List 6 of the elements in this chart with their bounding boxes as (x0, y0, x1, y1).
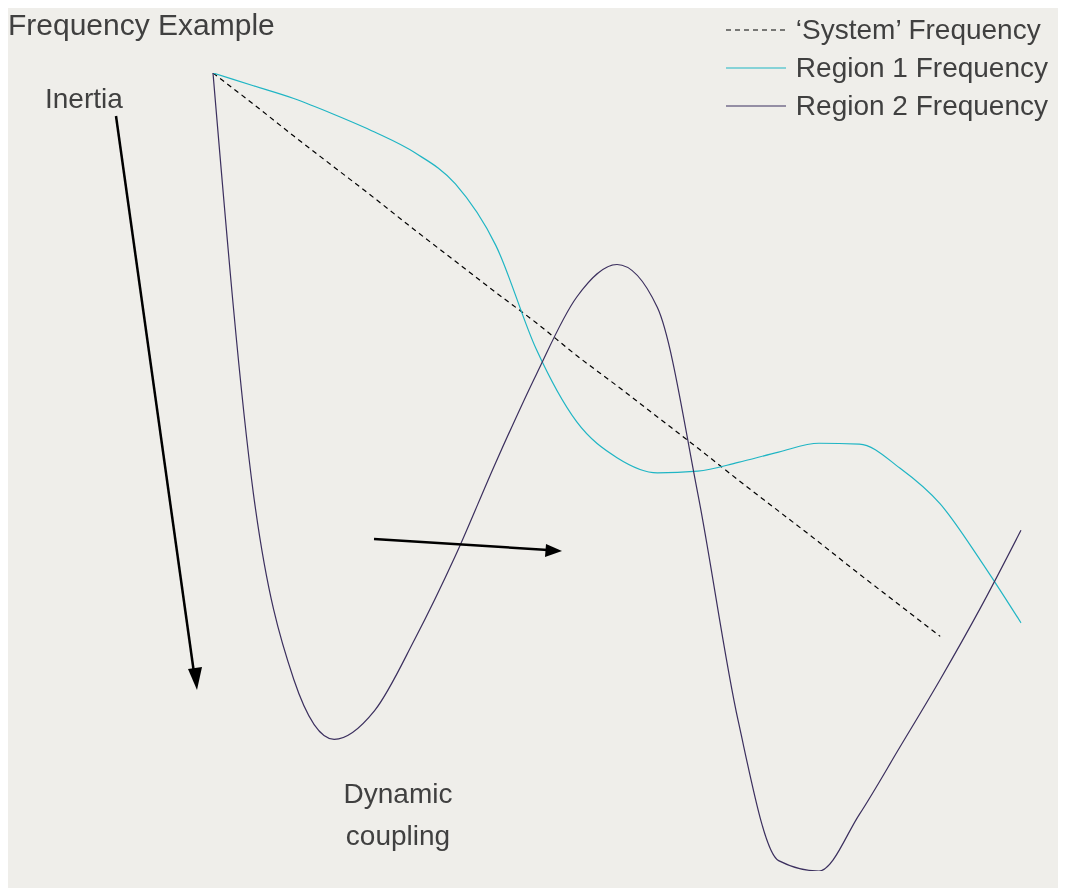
text: Inertia (45, 83, 123, 115)
legend-label: Region 2 Frequency (795, 90, 1048, 122)
legend-label: Region 1 Frequency (795, 52, 1048, 84)
legend-label: ‘System’ Frequency (795, 14, 1041, 46)
annotation: Dynamic coupling (342, 777, 454, 853)
chart-title: Frequency Example (8, 8, 275, 42)
